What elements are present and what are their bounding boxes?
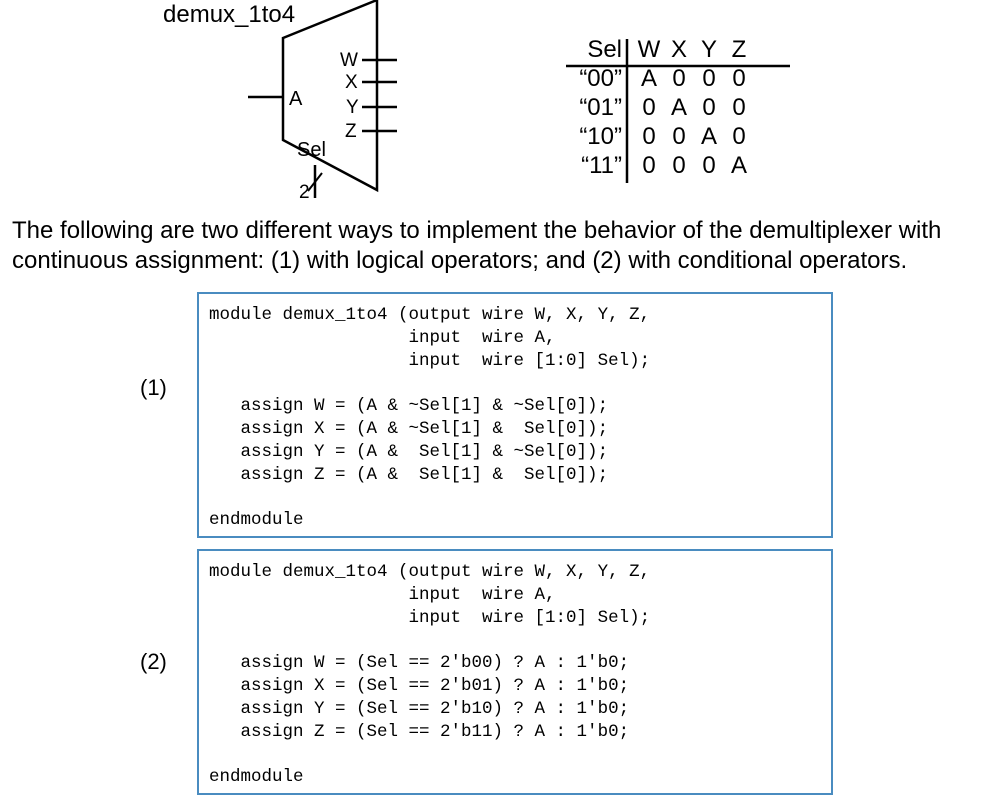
w-cell: 0	[642, 123, 656, 150]
header-y: Y	[700, 36, 717, 63]
output-x-label: X	[345, 72, 358, 93]
header-x: X	[670, 36, 687, 63]
x-cell: A	[670, 94, 687, 121]
code-text-logical: module demux_1to4 (output wire W, X, Y, …	[209, 305, 651, 531]
implementation-1-label: (1)	[140, 375, 167, 400]
code-block-conditional: module demux_1to4 (output wire W, X, Y, …	[197, 549, 833, 795]
header-sel: Sel	[587, 36, 622, 63]
input-a-label: A	[289, 88, 303, 110]
output-z-label: Z	[345, 121, 357, 142]
demux-symbol: demux_1to4 A W X Y Z Sel 2	[163, 0, 397, 200]
sel-cell: “10”	[579, 123, 622, 150]
code-text-conditional: module demux_1to4 (output wire W, X, Y, …	[209, 562, 651, 788]
z-cell: A	[730, 152, 747, 179]
output-y-label: Y	[346, 97, 359, 118]
truth-table-rules	[566, 39, 790, 183]
sel-cell: “11”	[581, 152, 622, 179]
demux-body	[281, 0, 379, 193]
output-w-label: W	[340, 50, 358, 71]
header-z: Z	[731, 36, 747, 63]
z-cell: 0	[732, 94, 746, 121]
z-cell: 0	[732, 65, 746, 92]
y-cell: 0	[702, 65, 716, 92]
x-cell: 0	[672, 152, 686, 179]
y-cell: 0	[702, 94, 716, 121]
select-width-label: 2	[299, 182, 310, 200]
w-cell: A	[640, 65, 657, 92]
intro-text-line-2: continuous assignment: (1) with logical …	[12, 247, 908, 274]
implementation-2-label: (2)	[140, 649, 167, 674]
header-w: W	[637, 36, 661, 63]
y-cell: 0	[702, 152, 716, 179]
x-cell: 0	[672, 123, 686, 150]
x-cell: 0	[672, 65, 686, 92]
w-cell: 0	[642, 94, 656, 121]
code-block-logical: module demux_1to4 (output wire W, X, Y, …	[197, 292, 833, 538]
w-cell: 0	[642, 152, 656, 179]
select-bus-slash	[307, 172, 323, 192]
sel-cell: “01”	[579, 94, 622, 121]
y-cell: A	[700, 123, 717, 150]
module-name-label: demux_1to4	[163, 1, 295, 28]
intro-text-line-1: The following are two different ways to …	[12, 217, 942, 244]
z-cell: 0	[732, 123, 746, 150]
sel-cell: “00”	[579, 65, 622, 92]
select-label: Sel	[297, 139, 326, 161]
